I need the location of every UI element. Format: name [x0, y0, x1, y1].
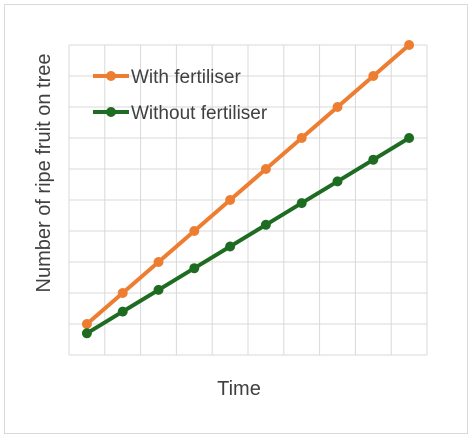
- data-point-with-fertiliser: [368, 71, 379, 81]
- plot-series: [81, 40, 415, 339]
- data-point-without-fertiliser: [189, 263, 200, 274]
- data-point-without-fertiliser: [225, 241, 236, 252]
- y-axis-title: Number of ripe fruit on tree: [33, 54, 55, 293]
- series-line-without-fertiliser: [84, 136, 412, 336]
- data-point-without-fertiliser: [81, 328, 92, 339]
- chart-area: With fertiliser Without fertiliser Time …: [4, 4, 468, 434]
- data-point-with-fertiliser: [296, 133, 307, 143]
- legend-marker-with-fertiliser: [106, 71, 116, 81]
- data-point-without-fertiliser: [153, 284, 164, 295]
- data-point-with-fertiliser: [153, 257, 164, 267]
- data-point-with-fertiliser: [332, 102, 343, 112]
- data-point-without-fertiliser: [117, 306, 128, 317]
- data-point-without-fertiliser: [296, 198, 307, 209]
- data-point-with-fertiliser: [117, 288, 128, 298]
- legend: With fertiliser Without fertiliser: [93, 67, 268, 124]
- legend-label-without-fertiliser: Without fertiliser: [131, 103, 268, 124]
- data-point-with-fertiliser: [404, 40, 415, 50]
- series-line-with-fertiliser: [84, 43, 412, 326]
- plot-grid: [68, 44, 428, 356]
- data-point-with-fertiliser: [225, 195, 236, 205]
- data-point-with-fertiliser: [260, 164, 271, 174]
- data-point-without-fertiliser: [404, 133, 415, 143]
- data-point-without-fertiliser: [332, 176, 343, 187]
- data-point-with-fertiliser: [81, 319, 92, 329]
- line-chart: With fertiliser Without fertiliser Time …: [33, 40, 428, 400]
- legend-label-with-fertiliser: With fertiliser: [131, 67, 241, 88]
- data-point-without-fertiliser: [368, 154, 379, 165]
- data-point-with-fertiliser: [189, 226, 200, 236]
- data-point-without-fertiliser: [260, 219, 271, 230]
- x-axis-title: Time: [217, 378, 261, 400]
- legend-marker-without-fertiliser: [106, 107, 116, 117]
